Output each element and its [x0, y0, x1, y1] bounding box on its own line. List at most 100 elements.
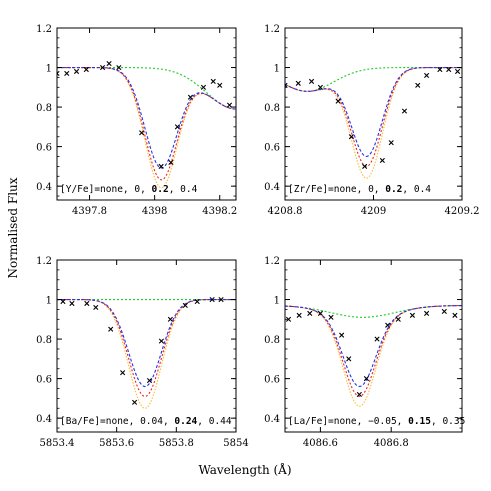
observed-point: [374, 336, 380, 342]
abundance-label: [Zr/Fe]=none, 0, 0.2, 0.4: [288, 184, 431, 195]
observed-point: [285, 316, 292, 322]
observed-point: [446, 66, 452, 73]
x-tick-label: 4208.8: [268, 206, 303, 217]
series-blue-line: [57, 298, 236, 388]
y-tick-label: 0.4: [36, 182, 52, 193]
observed-point: [307, 310, 313, 316]
observed-point: [388, 140, 394, 146]
observed-point: [168, 159, 174, 166]
observed-point: [139, 130, 145, 136]
y-tick-label: 0.8: [264, 335, 280, 346]
x-tick-label: 4086.8: [374, 438, 409, 449]
observed-point: [182, 302, 188, 309]
observed-point: [335, 98, 341, 104]
observed-point: [93, 304, 99, 311]
panel-4: 0.4 0.6 0.8 1 1.2 4086.6 4086.8 [La/Fe]=none, −…: [264, 256, 465, 449]
panel-2: 0.4 0.6 0.8 1 1.2 4208.8 4209 4209.2 [Zr/Fe]=non…: [264, 24, 479, 217]
observed-point: [194, 298, 200, 305]
series-blue-line: [285, 66, 462, 158]
observed-point: [441, 308, 447, 314]
observed-point: [454, 68, 461, 75]
observed-point: [295, 80, 301, 86]
panels: 0.4 0.6 0.8 1 1.2 4397.8 4398 4398.2 [Y/Fe]=none…: [36, 24, 479, 449]
observed-point: [379, 157, 385, 164]
panel-1: 0.4 0.6 0.8 1 1.2 4397.8 4398 4398.2 [Y/Fe]=none…: [36, 24, 237, 217]
y-tick-label: 0.6: [264, 143, 280, 154]
observed-point: [99, 64, 106, 71]
panel-3: 0.4 0.6 0.8 1 1.2 5853.4 5853.6 5853.8 5854 [Ba/F…: [36, 256, 249, 449]
observed-point: [167, 316, 173, 322]
observed-point: [348, 134, 354, 140]
observed-point: [116, 64, 122, 71]
observed-point: [217, 82, 223, 88]
x-tick-label: 4209: [361, 206, 386, 217]
observed-point: [209, 296, 215, 303]
observed-point: [69, 300, 75, 307]
observed-point: [346, 356, 352, 362]
series-orange-line: [285, 66, 462, 179]
observed-point: [174, 124, 181, 130]
panel-2-curves: [285, 66, 462, 179]
y-tick-label: 0.6: [36, 143, 52, 154]
x-tick-label: 4397.8: [72, 206, 107, 217]
panel-frame: [284, 27, 463, 201]
observed-point: [424, 72, 430, 79]
x-tick-label: 5854: [223, 438, 248, 449]
panel-3-curves: [57, 296, 236, 409]
observed-point: [73, 68, 80, 75]
observed-point: [210, 78, 216, 84]
series-blue-line: [57, 66, 236, 169]
y-tick-label: 0.6: [264, 375, 280, 386]
y-tick-label: 0.6: [36, 375, 52, 386]
y-tick-label: 1: [274, 296, 280, 307]
panel-frame: [284, 259, 463, 433]
x-tick-label: 4086.6: [303, 438, 338, 449]
observed-point: [218, 296, 224, 303]
y-tick-label: 0.8: [264, 103, 280, 114]
series-blue-line: [285, 305, 462, 388]
observed-point: [385, 322, 391, 328]
abundance-label: [Y/Fe]=none, 0, 0.2, 0.4: [60, 184, 198, 195]
abundance-label: [Ba/Fe]=none, 0.04, 0.24, 0.44: [60, 416, 232, 427]
panel-4-curves: [285, 305, 462, 407]
y-tick-label: 0.8: [36, 103, 52, 114]
x-tick-label: 5853.6: [99, 438, 134, 449]
observed-point: [64, 70, 70, 77]
series-green-line: [57, 66, 236, 110]
observed-point: [401, 108, 408, 114]
y-tick-label: 0.4: [36, 414, 52, 425]
y-tick-label: 1.2: [36, 256, 52, 267]
observed-point: [362, 163, 368, 169]
y-tick-label: 1: [274, 64, 280, 75]
y-tick-label: 1.2: [264, 24, 280, 35]
observed-point: [363, 376, 370, 382]
series-red-line: [285, 305, 462, 397]
observed-point: [339, 332, 345, 338]
observed-point: [108, 326, 114, 332]
observed-point: [424, 310, 430, 316]
observed-point: [146, 378, 153, 384]
panel-1-curves: [57, 60, 236, 189]
observed-point: [395, 316, 401, 322]
observed-point: [317, 84, 323, 90]
y-tick-label: 0.4: [264, 182, 280, 193]
series-red-line: [57, 66, 236, 181]
series-red-line: [285, 66, 462, 167]
observed-point: [437, 66, 443, 73]
panel-frame: [56, 259, 237, 433]
observed-point: [226, 102, 233, 108]
observed-point: [296, 312, 302, 318]
y-tick-label: 0.4: [264, 414, 280, 425]
series-orange-line: [285, 305, 462, 407]
y-tick-label: 1: [46, 296, 52, 307]
x-tick-label: 5853.8: [159, 438, 194, 449]
observed-point: [328, 314, 334, 320]
observed-point: [356, 391, 362, 398]
observed-point: [285, 82, 288, 88]
y-tick-label: 0.8: [36, 335, 52, 346]
observed-point: [120, 370, 126, 376]
x-tick-label: 4398.2: [202, 206, 237, 217]
observed-point: [158, 163, 164, 169]
y-tick-label: 1.2: [36, 24, 52, 35]
